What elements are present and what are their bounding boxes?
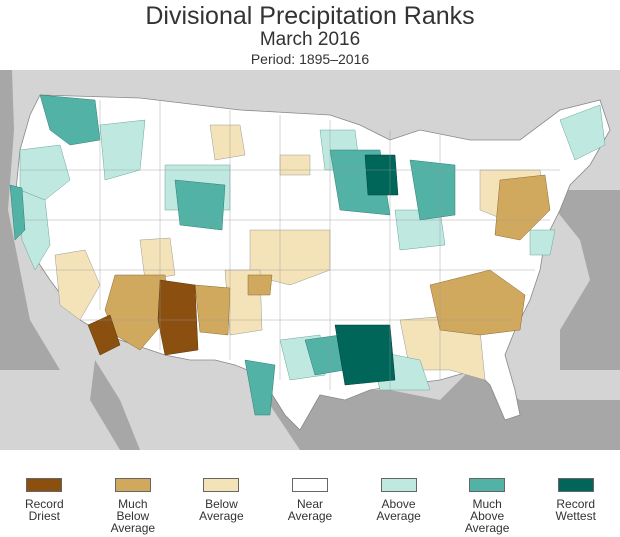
legend-label: Record Wettest	[532, 498, 620, 522]
legend-swatch	[380, 478, 417, 492]
legend-label: Much Above Average	[443, 498, 531, 534]
state-borders	[20, 100, 560, 390]
region-wyoming-much-above	[174, 179, 226, 231]
legend-label-line: Average	[464, 521, 510, 535]
region-arizona-much-below	[104, 274, 171, 351]
legend-label-line: Average	[287, 509, 333, 523]
legend-label: Below Average	[177, 498, 265, 522]
legend-item: Below Average	[177, 478, 265, 522]
region-dakota-below	[279, 154, 311, 176]
legend-label: Record Driest	[0, 498, 88, 522]
much-above-average-regions	[9, 94, 456, 416]
legend-item: Near Average	[266, 478, 354, 522]
legend-label-line: Above	[381, 497, 416, 511]
us-map-svg	[0, 70, 620, 450]
region-socal-below	[54, 249, 101, 321]
legend-swatch	[203, 478, 240, 492]
region-utah-below	[139, 237, 176, 281]
map-legend: Record Driest Much Below Average Below Average…	[0, 458, 620, 537]
legend-label-line: Average	[110, 521, 156, 535]
legend-item: Record Driest	[0, 478, 88, 522]
legend-label-line: Record	[24, 497, 64, 511]
region-texas-much-above	[244, 359, 276, 416]
much-below-average-regions	[104, 174, 551, 351]
region-oregon-above	[19, 144, 71, 201]
region-newmexico-much-below	[194, 284, 231, 336]
legend-swatch	[557, 478, 594, 492]
legend-label-line: Much	[472, 497, 502, 511]
region-kansas-below	[249, 229, 331, 286]
legend-swatch	[26, 478, 63, 492]
legend-swatch	[114, 478, 151, 492]
legend-label-line: Driest	[28, 509, 60, 523]
legend-label: Above Average	[355, 498, 443, 522]
region-mississippi-record-wettest	[334, 324, 396, 386]
legend-label-line: Average	[376, 509, 421, 523]
record-driest-regions	[87, 279, 199, 356]
legend-label-line: Below	[205, 497, 238, 511]
region-montana-below	[209, 124, 246, 161]
region-pennsylvania-much-below	[494, 174, 551, 241]
region-washington-much-above	[39, 94, 101, 146]
legend-label-line: Below	[116, 509, 150, 523]
region-arizona-record-driest	[157, 279, 199, 356]
legend-label: Near Average	[266, 498, 354, 522]
legend-label-line: Record	[556, 497, 596, 511]
pacific-ocean	[0, 70, 60, 370]
legend-item: Record Wettest	[532, 478, 620, 522]
legend-label-line: Near	[296, 497, 323, 511]
gulf-of-california	[90, 360, 140, 450]
map-title: Divisional Precipitation Ranks	[145, 2, 475, 30]
map-period: Period: 1895–2016	[250, 51, 370, 67]
legend-item: Much Above Average	[443, 478, 531, 534]
legend-item: Much Below Average	[89, 478, 177, 534]
legend-label-line: Average	[199, 509, 244, 523]
region-newjersey-above	[529, 229, 556, 256]
map-header: Divisional Precipitation Ranks March 201…	[0, 0, 620, 70]
region-maine-above	[559, 104, 606, 161]
legend-label-line: Much	[118, 497, 148, 511]
map-subtitle: March 2016	[259, 29, 361, 50]
precipitation-map	[0, 70, 620, 450]
legend-label-line: Above	[470, 509, 505, 523]
legend-item: Above Average	[355, 478, 443, 522]
legend-label-line: Wettest	[555, 509, 596, 523]
legend-swatch	[292, 478, 328, 492]
atlantic-ocean	[540, 190, 620, 370]
region-southwest-record-driest	[87, 314, 121, 356]
legend-label: Much Below Average	[89, 498, 177, 534]
legend-swatch	[469, 478, 506, 492]
region-coast-much-above	[9, 184, 26, 241]
record-wettest-regions	[334, 154, 399, 386]
region-wisconsin-record-wettest	[364, 154, 399, 196]
region-kansas-much-below	[247, 274, 273, 296]
